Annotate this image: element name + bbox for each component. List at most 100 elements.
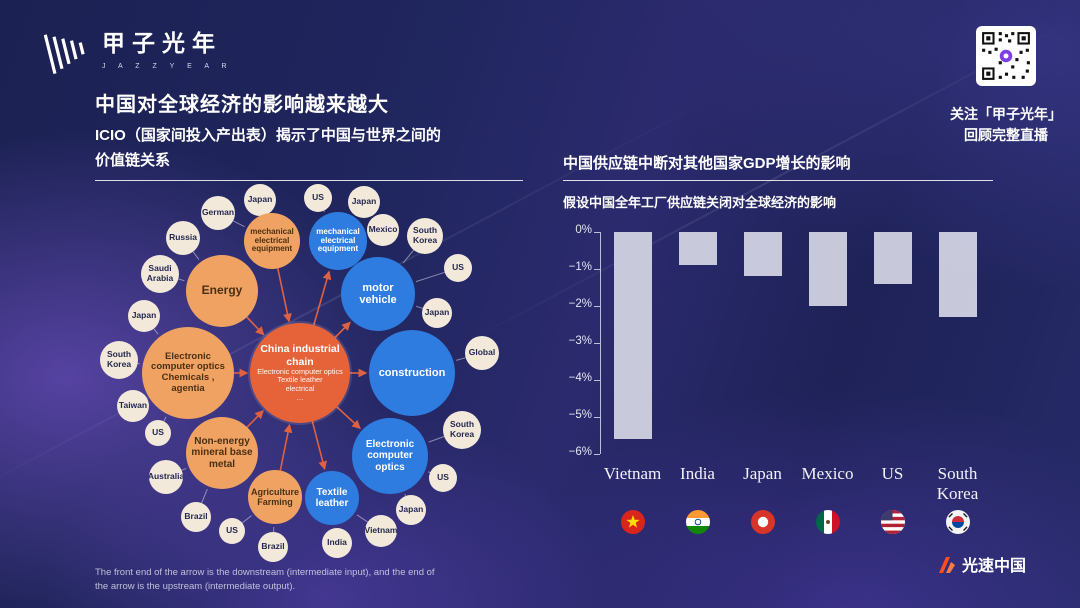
node-mech-orange: mechanical electrical equipment — [244, 213, 300, 269]
y-tick-label: −1% — [568, 261, 592, 273]
network-edges — [137, 210, 466, 533]
lightspeed-logo: 光速中国 — [936, 552, 1026, 576]
gdp-bar-chart: 0% −1% −2% −3% −4% −5% −6% Vietnam India Japan Mex… — [552, 224, 1032, 578]
value-chain-network: Japan German Russia Saudi Arabia Japan South … — [85, 184, 515, 564]
divider-left — [95, 180, 523, 181]
brand-bars-icon — [44, 34, 85, 75]
x-label-us: US — [881, 464, 904, 483]
footnote: The front end of the arrow is the downst… — [95, 566, 435, 595]
node-jp3: Japan — [348, 186, 380, 218]
node-us3: US — [304, 184, 332, 212]
node-br1: Brazil — [181, 502, 211, 532]
network-edge — [181, 467, 187, 471]
brand-text: 甲子光年 J A Z Z Y E A R — [102, 24, 232, 70]
node-us4: US — [444, 254, 472, 282]
network-edge — [201, 488, 208, 504]
node-gl: Global — [465, 336, 499, 370]
y-tick-label: −6% — [568, 446, 592, 458]
bar-us — [873, 232, 912, 284]
node-construction: construction — [369, 330, 455, 416]
network-edge — [402, 249, 415, 264]
flag-india — [685, 510, 710, 534]
network-edge — [153, 328, 159, 335]
node-au: Australia — [149, 460, 183, 494]
node-br2: Brazil — [258, 532, 288, 562]
node-jp4: Japan — [422, 298, 452, 328]
left-subtitle-line1: ICIO（国家间投入产出表）揭示了中国与世界之间的 — [95, 127, 441, 144]
network-edge — [246, 409, 264, 428]
node-us2: US — [219, 518, 245, 544]
network-edge — [313, 270, 332, 326]
node-kr1: South Korea — [100, 341, 138, 379]
qr-caption: 关注「甲子光年」 回顾完整直播 — [938, 104, 1074, 146]
network-edge — [415, 271, 445, 283]
node-us5: US — [429, 464, 457, 492]
y-tick-mark — [594, 380, 600, 381]
network-edge — [356, 514, 368, 523]
network-edge — [428, 436, 445, 443]
node-agriculture: Agriculture Farming — [248, 470, 302, 524]
qr-caption-line1: 关注「甲子光年」 — [950, 106, 1062, 122]
bar-mexico — [808, 232, 847, 306]
network-edge — [277, 268, 292, 323]
qr-code — [976, 26, 1036, 86]
lightspeed-icon — [939, 557, 955, 573]
flag-mexico — [815, 510, 840, 534]
chart-title: 中国供应链中断对其他国家GDP增长的影响 — [563, 155, 851, 172]
y-tick-mark — [594, 306, 600, 307]
y-tick-label: −3% — [568, 335, 592, 347]
y-tick-mark — [594, 417, 600, 418]
network-edge — [415, 305, 423, 309]
bar-india — [678, 232, 717, 266]
footnote-line2: the arrow is the upstream (intermediate … — [95, 581, 296, 593]
divider-right — [563, 180, 993, 181]
left-subtitle-line2: 价值链关系 — [95, 151, 171, 169]
node-sa: Saudi Arabia — [141, 255, 179, 293]
network-edge — [246, 316, 265, 336]
x-label-mexico: Mexico — [801, 464, 854, 483]
network-edge — [311, 421, 328, 471]
chart-subtitle: 假设中国全年工厂供应链关闭对全球经济的影响 — [563, 195, 837, 210]
node-ru: Russia — [166, 221, 200, 255]
flag-south-korea — [945, 510, 970, 534]
node-de: German — [201, 196, 235, 230]
page-title: 中国对全球经济的影响越来越大 — [95, 94, 389, 116]
node-eco-chem: Electronic computer optics Chemicals , a… — [142, 327, 234, 419]
y-tick-label: 0% — [575, 224, 592, 236]
y-tick-mark — [594, 269, 600, 270]
y-tick-label: −4% — [568, 372, 592, 384]
network-edge — [456, 357, 466, 361]
qr-caption-line2: 回顾完整直播 — [964, 127, 1048, 143]
node-mech-blue: mechanical electrical equipment — [309, 212, 367, 270]
brand-name: 甲子光年 — [102, 30, 222, 56]
network-edge — [336, 406, 361, 430]
x-label-south-korea: South Korea — [936, 464, 979, 503]
flag-vietnam — [620, 510, 645, 534]
network-edge — [192, 251, 200, 260]
network-edge — [334, 321, 351, 338]
network-edge — [279, 423, 293, 471]
y-tick-mark — [594, 454, 600, 455]
node-textile: Textile leather — [305, 471, 359, 525]
node-kr3: South Korea — [443, 411, 481, 449]
center-node-subline: Electronic computer optics — [257, 366, 343, 376]
node-jp1: Japan — [244, 184, 276, 216]
flag-us — [880, 510, 905, 534]
node-kr2: South Korea — [407, 218, 443, 254]
bar-vietnam — [613, 232, 652, 440]
y-tick-label: −2% — [568, 298, 592, 310]
node-motor: motor vehicle — [341, 257, 415, 331]
y-tick-mark — [594, 232, 600, 233]
network-edge — [232, 220, 245, 228]
node-mx: Mexico — [367, 214, 399, 246]
node-us1: US — [145, 420, 171, 446]
node-energy: Energy — [186, 255, 258, 327]
network-edge — [323, 210, 325, 213]
center-node-title: China industrial chain — [260, 343, 340, 368]
brand-subname: J A Z Z Y E A R — [102, 63, 233, 70]
center-node-subline: electrical — [285, 384, 315, 394]
left-section-subtitle: ICIO（国家间投入产出表）揭示了中国与世界之间的 价值链关系 — [95, 124, 441, 174]
chart-plot-area — [600, 232, 991, 454]
y-tick-mark — [594, 343, 600, 344]
